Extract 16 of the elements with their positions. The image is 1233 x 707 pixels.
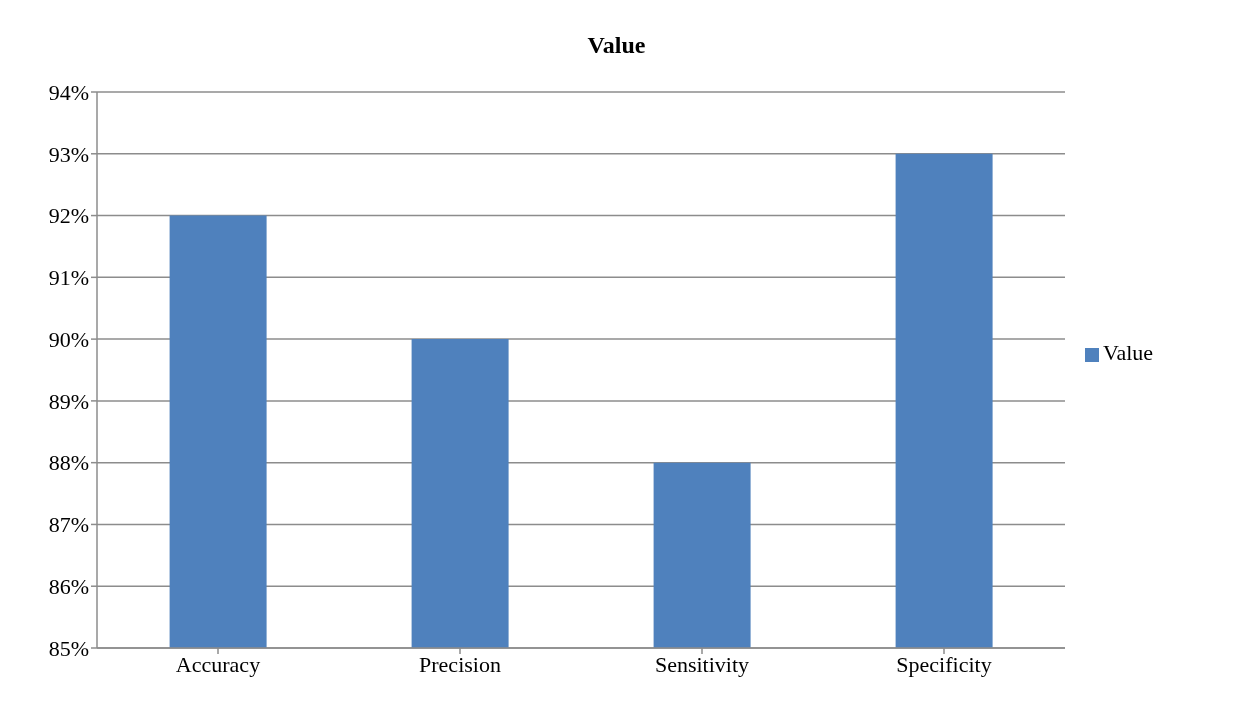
y-tick-label: 86% [48, 574, 89, 600]
y-tick-label: 91% [48, 265, 89, 291]
y-tick-label: 94% [48, 79, 89, 105]
y-tick-label: 90% [48, 326, 89, 352]
y-tick-label: 93% [48, 141, 89, 167]
y-tick-label: 89% [48, 388, 89, 414]
x-tick-label: Sensitivity [654, 651, 750, 677]
x-tick-label: Precision [419, 651, 501, 677]
y-tick-label: 88% [48, 450, 89, 476]
x-tick-label: Specificity [896, 651, 992, 677]
y-tick-label: 87% [48, 512, 89, 538]
chart-title: Value [586, 32, 647, 59]
y-tick-label: 92% [48, 203, 89, 229]
y-tick-label: 85% [48, 635, 89, 661]
legend-label: Value [1103, 340, 1154, 365]
x-tick-label: Accuracy [175, 651, 261, 677]
